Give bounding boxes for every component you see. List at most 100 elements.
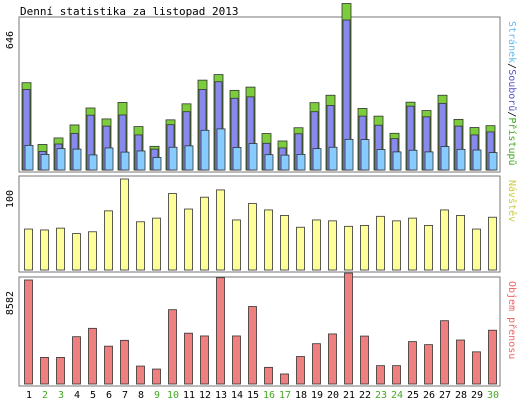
x-tick-label-day-20: 20 (327, 390, 339, 401)
bar-hits-day-12 (200, 129, 210, 171)
x-tick-label-day-12: 12 (199, 390, 211, 401)
bar-bandwidth-day-20 (328, 333, 337, 385)
bar-visitors-day-21 (344, 225, 353, 271)
bar-hits-day-2 (40, 154, 50, 171)
x-tick-label-day-21: 21 (343, 390, 355, 401)
bar-bandwidth-day-4 (72, 336, 81, 385)
bar-bandwidth-day-14 (232, 335, 241, 385)
bar-bandwidth-day-29 (472, 351, 481, 385)
bar-hits-day-18 (296, 154, 306, 171)
y-max-label-traffic: 646 (5, 31, 16, 49)
x-tick-label-day-25: 25 (407, 390, 419, 401)
x-tick-label-day-28: 28 (455, 390, 467, 401)
bar-bandwidth-day-26 (424, 344, 433, 385)
bar-hits-day-24 (392, 151, 402, 171)
legend-entry-0: Stránek (506, 21, 517, 63)
x-tick-label-day-18: 18 (295, 390, 307, 401)
bar-hits-day-20 (328, 146, 338, 171)
bar-bandwidth-day-19 (312, 343, 321, 385)
bar-hits-day-5 (88, 154, 98, 171)
bar-visitors-day-4 (72, 233, 81, 271)
bar-hits-day-8 (136, 150, 146, 171)
bar-hits-day-10 (168, 146, 178, 171)
legend-separator: / (506, 111, 517, 117)
bar-bandwidth-day-8 (136, 365, 145, 385)
bar-bandwidth-day-16 (264, 366, 273, 385)
bar-visitors-day-7 (120, 178, 129, 271)
bar-bandwidth-day-13 (216, 277, 225, 385)
bar-visitors-day-13 (216, 189, 225, 271)
bar-hits-day-27 (440, 146, 450, 171)
bar-hits-day-26 (424, 151, 434, 171)
legend-bandwidth: Objem přenosu (506, 281, 517, 359)
x-tick-label-day-3: 3 (58, 390, 64, 401)
legend-entry-2: Přístupů (506, 117, 517, 165)
bar-visitors-day-15 (248, 203, 257, 271)
x-tick-label-day-7: 7 (122, 390, 128, 401)
bar-bandwidth-day-21 (344, 272, 353, 385)
bar-hits-day-14 (232, 147, 242, 171)
bar-visitors-day-9 (152, 217, 161, 271)
bar-bandwidth-day-9 (152, 368, 161, 385)
bar-hits-day-28 (456, 148, 466, 171)
bar-hits-day-22 (360, 139, 370, 171)
bar-bandwidth-day-24 (392, 365, 401, 385)
x-tick-label-day-27: 27 (439, 390, 451, 401)
bar-visitors-day-29 (472, 228, 481, 271)
bar-hits-day-3 (56, 148, 66, 171)
bar-bandwidth-day-28 (456, 339, 465, 385)
bar-bandwidth-day-18 (296, 356, 305, 385)
bar-hits-day-11 (184, 145, 194, 171)
x-tick-label-day-8: 8 (138, 390, 144, 401)
bar-hits-day-29 (472, 149, 482, 171)
x-tick-label-day-2: 2 (42, 390, 48, 401)
x-tick-label-day-1: 1 (26, 390, 32, 401)
bar-visitors-day-1 (24, 228, 33, 271)
bar-visitors-day-19 (312, 219, 321, 271)
bar-visitors-day-18 (296, 226, 305, 271)
x-tick-label-day-23: 23 (375, 390, 387, 401)
panel-traffic (18, 16, 501, 173)
y-max-label-bandwidth: 8582 (5, 291, 16, 315)
bar-hits-day-19 (312, 148, 322, 171)
bar-hits-day-25 (408, 149, 418, 171)
panel-visitors (18, 175, 501, 273)
legend-traffic: Stránek/Souborů/Přístupů (506, 21, 517, 166)
bar-visitors-day-28 (456, 214, 465, 271)
bar-hits-day-30 (488, 152, 498, 171)
bar-visitors-day-6 (104, 210, 113, 271)
bar-hits-day-16 (264, 154, 274, 171)
bar-visitors-day-25 (408, 217, 417, 271)
x-tick-label-day-5: 5 (90, 390, 96, 401)
x-tick-label-day-15: 15 (247, 390, 259, 401)
x-tick-label-day-24: 24 (391, 390, 403, 401)
bar-hits-day-4 (72, 148, 82, 171)
bar-visitors-day-2 (40, 229, 49, 271)
x-tick-label-day-19: 19 (311, 390, 323, 401)
bar-bandwidth-day-10 (168, 309, 177, 385)
x-tick-label-day-30: 30 (487, 390, 499, 401)
bar-hits-day-21 (344, 138, 354, 171)
bar-visitors-day-8 (136, 221, 145, 271)
bar-hits-day-15 (248, 143, 258, 171)
bar-bandwidth-day-23 (376, 365, 385, 385)
x-tick-label-day-14: 14 (231, 390, 243, 401)
bar-hits-day-7 (120, 151, 130, 171)
bar-hits-day-13 (216, 128, 226, 171)
bar-visitors-day-26 (424, 225, 433, 271)
bar-bandwidth-day-5 (88, 327, 97, 385)
bar-bandwidth-day-11 (184, 332, 193, 385)
x-tick-label-day-4: 4 (74, 390, 80, 401)
x-tick-label-day-9: 9 (154, 390, 160, 401)
bar-visitors-day-5 (88, 231, 97, 271)
bar-visitors-day-20 (328, 220, 337, 271)
bar-hits-day-9 (152, 157, 162, 171)
x-tick-label-day-17: 17 (279, 390, 291, 401)
bar-bandwidth-day-7 (120, 339, 129, 385)
bar-visitors-day-11 (184, 208, 193, 271)
y-max-label-visitors: 100 (5, 190, 16, 208)
bar-bandwidth-day-22 (360, 335, 369, 385)
